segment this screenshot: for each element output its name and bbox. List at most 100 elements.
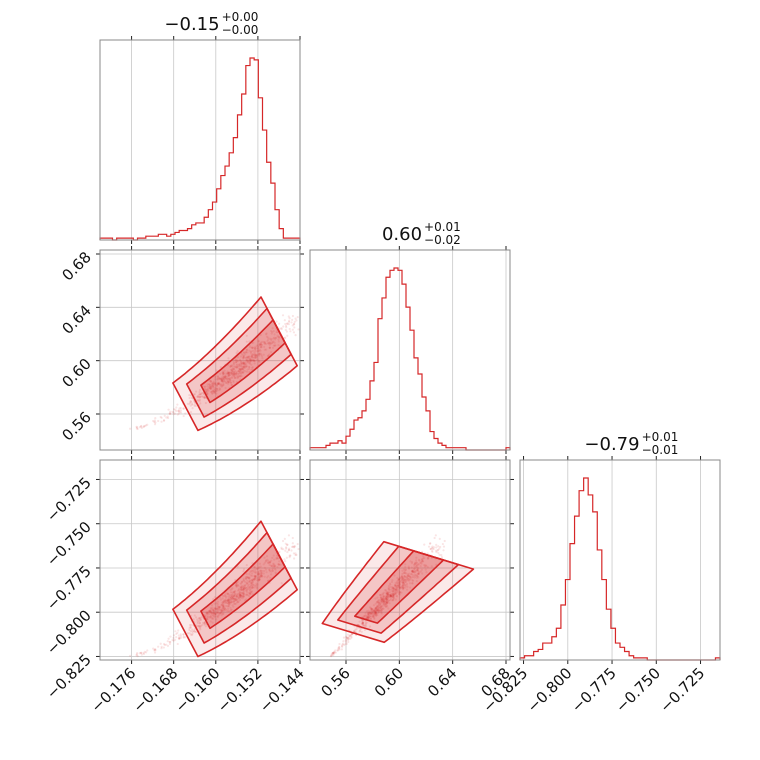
scatter-point xyxy=(136,426,139,429)
scatter-point xyxy=(255,344,259,347)
scatter-point xyxy=(171,638,174,642)
scatter-point xyxy=(284,542,287,545)
scatter-point xyxy=(216,378,219,381)
scatter-point xyxy=(251,359,254,362)
scatter-point xyxy=(411,574,415,577)
scatter-point xyxy=(291,324,294,327)
scatter-point xyxy=(250,358,253,361)
scatter-point xyxy=(208,386,212,389)
scatter-point xyxy=(413,567,416,570)
scatter-point xyxy=(224,374,227,377)
scatter-point xyxy=(247,356,250,360)
scatter-point xyxy=(400,591,403,594)
scatter-point xyxy=(389,594,393,597)
scatter-point xyxy=(399,587,402,590)
scatter-point xyxy=(248,361,251,365)
scatter-point xyxy=(268,561,271,564)
scatter-point xyxy=(220,607,224,610)
scatter-point xyxy=(212,608,215,611)
scatter-point xyxy=(397,589,400,592)
scatter-point xyxy=(204,625,207,628)
scatter-point xyxy=(218,612,221,615)
scatter-point xyxy=(347,638,350,642)
scatter-point xyxy=(242,588,245,592)
scatter-point xyxy=(259,569,263,572)
scatter-point xyxy=(386,598,389,602)
scatter-point xyxy=(201,623,204,627)
scatter-point xyxy=(256,354,259,357)
scatter-point xyxy=(272,562,275,565)
scatter-point xyxy=(197,399,200,402)
scatter-point xyxy=(210,611,213,614)
scatter-point xyxy=(229,373,232,376)
scatter-point xyxy=(385,602,388,605)
scatter-point xyxy=(401,581,404,584)
scatter-point xyxy=(294,334,297,337)
scatter-point xyxy=(235,358,238,362)
scatter-point xyxy=(336,649,340,652)
scatter-point xyxy=(409,586,412,589)
scatter-point xyxy=(205,390,208,393)
scatter-point xyxy=(229,606,232,609)
scatter-point xyxy=(209,379,213,383)
scatter-point xyxy=(178,407,181,410)
scatter-point xyxy=(385,589,388,592)
scatter-point xyxy=(332,650,336,653)
scatter-point xyxy=(258,569,262,572)
scatter-point xyxy=(273,333,276,336)
scatter-point xyxy=(169,635,172,638)
scatter-point xyxy=(260,345,263,349)
scatter-point xyxy=(271,346,275,349)
scatter-point xyxy=(208,609,211,612)
scatter-point xyxy=(236,589,240,592)
scatter-point xyxy=(232,600,235,603)
scatter-point xyxy=(237,375,240,378)
scatter-point xyxy=(189,404,192,407)
scatter-point xyxy=(210,391,213,394)
scatter-point xyxy=(242,361,245,364)
scatter-point xyxy=(392,587,395,591)
scatter-point xyxy=(236,594,239,597)
scatter-point xyxy=(426,552,429,555)
scatter-point xyxy=(178,636,181,639)
scatter-point xyxy=(396,591,399,594)
scatter-point xyxy=(240,353,244,356)
scatter-point xyxy=(213,613,217,616)
scatter-point xyxy=(254,574,257,578)
scatter-point xyxy=(438,553,441,557)
scatter-point xyxy=(234,593,237,596)
scatter-point xyxy=(226,592,229,595)
scatter-point xyxy=(251,346,254,350)
scatter-point xyxy=(153,651,157,654)
scatter-point xyxy=(273,558,276,561)
scatter-point xyxy=(209,620,212,623)
scatter-point xyxy=(217,605,220,608)
scatter-point xyxy=(217,377,220,380)
scatter-point xyxy=(258,578,261,581)
scatter-point xyxy=(406,588,409,591)
scatter-point xyxy=(238,591,242,594)
scatter-point xyxy=(246,351,249,354)
y-tick-label: 0.60 xyxy=(58,355,94,391)
scatter-point xyxy=(275,336,278,339)
scatter-point xyxy=(182,407,185,410)
scatter-point xyxy=(342,636,346,639)
y-tick-label: 0.56 xyxy=(58,408,94,444)
scatter-point xyxy=(213,607,217,610)
scatter-point xyxy=(254,584,257,587)
scatter-point xyxy=(276,556,279,560)
scatter-point xyxy=(259,345,262,349)
scatter-point xyxy=(256,583,259,586)
scatter-point xyxy=(240,595,243,598)
scatter-point xyxy=(411,570,414,573)
scatter-point xyxy=(218,377,222,381)
scatter-point xyxy=(391,594,395,598)
scatter-point xyxy=(219,366,222,369)
x-tick-label: 0.56 xyxy=(317,664,353,700)
scatter-point xyxy=(398,591,402,594)
scatter-point xyxy=(386,593,389,596)
scatter-point xyxy=(368,625,372,628)
scatter-point xyxy=(358,620,361,623)
scatter-point xyxy=(366,615,369,618)
scatter-point xyxy=(384,602,387,606)
